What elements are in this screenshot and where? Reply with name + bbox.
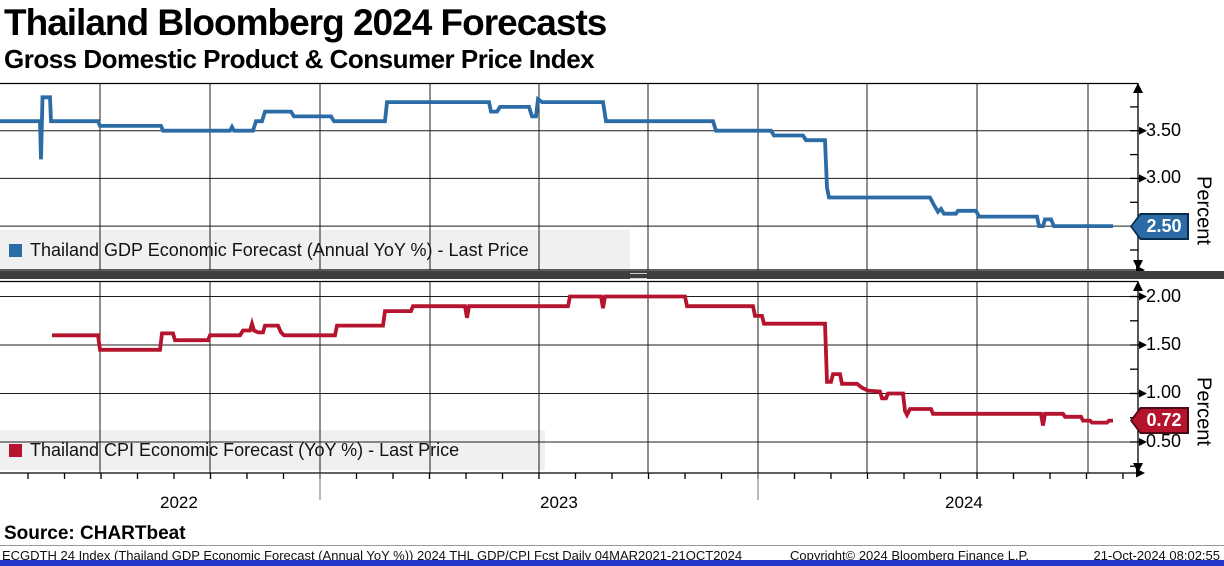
- gdp-last-price-badge: 2.50: [1130, 213, 1189, 240]
- y-tick-label: 3.00: [1146, 167, 1182, 188]
- bottom-accent-bar: [0, 560, 1224, 566]
- page-subtitle: Gross Domestic Product & Consumer Price …: [4, 44, 595, 74]
- cpi-legend[interactable]: Thailand CPI Economic Forecast (YoY %) -…: [0, 430, 545, 470]
- cpi-last-price-value: 0.72: [1146, 410, 1182, 430]
- gdp-last-price-value: 2.50: [1146, 216, 1182, 236]
- y-tick-label: 1.50: [1146, 334, 1182, 354]
- chart-plot-area[interactable]: [0, 0, 1224, 540]
- y-tick-label: 3.50: [1146, 119, 1182, 140]
- cpi-last-price-badge: 0.72: [1130, 407, 1189, 434]
- gdp-legend-label: Thailand GDP Economic Forecast (Annual Y…: [30, 239, 529, 260]
- y-tick-label: 2.00: [1146, 285, 1182, 306]
- gdp-legend-swatch-icon: [9, 243, 22, 257]
- source-text: Source: CHARTbeat: [4, 523, 186, 544]
- footer-timestamp: 21-Oct-2024 08:02:55: [1093, 548, 1220, 563]
- y-tick-label: 1.00: [1146, 382, 1182, 403]
- y-tick-label: 0.50: [1146, 430, 1182, 451]
- gdp-legend[interactable]: Thailand GDP Economic Forecast (Annual Y…: [0, 230, 630, 270]
- cpi-legend-label: Thailand CPI Economic Forecast (YoY %) -…: [30, 439, 460, 460]
- separator-grip-icon: [630, 273, 647, 279]
- page-title: Thailand Bloomberg 2024 Forecasts: [4, 2, 607, 43]
- panel-separator[interactable]: [0, 271, 1224, 279]
- cpi-legend-swatch-icon: [9, 443, 22, 457]
- footer-ticker-text: ECGDTH 24 Index (Thailand GDP Economic F…: [2, 548, 743, 563]
- footer-divider: [0, 545, 1224, 546]
- footer-copyright: Copyright© 2024 Bloomberg Finance L.P.: [790, 548, 1030, 563]
